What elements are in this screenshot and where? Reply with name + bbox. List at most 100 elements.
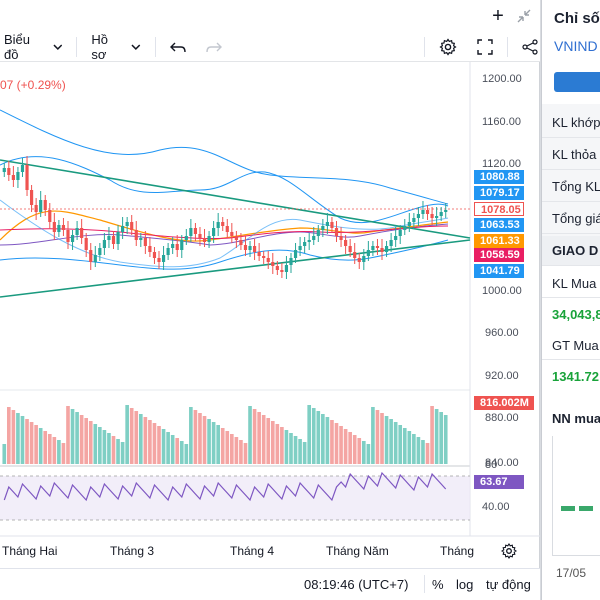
percent-toggle[interactable]: % (432, 577, 444, 592)
volume-bar (307, 405, 312, 464)
time-axis-label: Tháng Năm (326, 544, 389, 558)
volume-bar (125, 405, 129, 464)
volume-bar (25, 419, 29, 464)
price-axis-label: 1160.00 (482, 116, 521, 128)
volume-bar (434, 409, 439, 464)
volume-bar (266, 418, 271, 464)
price-axis-label: 920.00 (485, 370, 519, 382)
candle-body (207, 236, 211, 242)
candle-body (221, 222, 225, 226)
toolbar-divider (507, 36, 508, 57)
price-chart[interactable] (0, 62, 540, 570)
candle-body (102, 240, 106, 248)
fullscreen-button[interactable] (475, 32, 495, 62)
volume-bar (316, 411, 321, 464)
price-axis-label: 1000.00 (482, 285, 522, 297)
candle-body (216, 222, 220, 228)
timescale-settings-button[interactable] (500, 542, 518, 560)
undo-button[interactable] (168, 32, 188, 62)
collapse-icon[interactable] (514, 6, 534, 26)
candle-body (184, 236, 188, 240)
candle-body (16, 172, 20, 180)
nn-bar (579, 506, 593, 511)
log-toggle[interactable]: log (456, 577, 474, 592)
candle-body (403, 226, 407, 230)
candle-body (148, 246, 152, 252)
volume-bar (412, 434, 416, 464)
time-axis-label: Tháng 6 (440, 544, 474, 558)
price-axis-label: 840.00 (485, 457, 519, 469)
candle-body (80, 228, 84, 238)
price-axis-label: 1120.00 (482, 158, 521, 170)
price-tag: 1063.53 (474, 218, 524, 232)
volume-bar (298, 439, 302, 464)
profile-dropdown[interactable]: Hồ sơ (89, 32, 143, 62)
redo-button[interactable] (204, 32, 224, 62)
share-button[interactable] (520, 32, 540, 62)
chart-type-dropdown[interactable]: Biểu đồ (2, 32, 64, 62)
volume-bar (398, 425, 403, 464)
volume-bar (220, 428, 225, 464)
volume-bar (275, 424, 280, 464)
chevron-down-icon (53, 44, 62, 50)
auto-toggle[interactable]: tự động (486, 577, 531, 592)
share-icon (522, 38, 538, 55)
candle-body (262, 256, 266, 258)
volume-bar (230, 434, 234, 464)
volume-bar (198, 413, 202, 464)
volume-bar (134, 411, 139, 464)
volume-bar (129, 408, 134, 464)
candle-body (366, 250, 370, 256)
chart-plot-area[interactable]: 07 (+0.29%) 1200.00 1160.00 1120.00 1000… (0, 62, 540, 570)
price-axis-label: 960.00 (485, 327, 519, 339)
candle-body (439, 212, 443, 216)
volume-bar (239, 440, 243, 464)
volume-bar (284, 430, 289, 464)
volume-bar (166, 432, 170, 464)
volume-bar (175, 438, 180, 464)
candle-body (380, 248, 384, 252)
candle-body (166, 248, 170, 255)
volume-bar (366, 444, 371, 464)
candle-body (289, 258, 293, 265)
rsi-level-label: 40.00 (482, 501, 510, 513)
price-tag-last: 1078.05 (474, 202, 524, 216)
volume-bar (243, 443, 248, 464)
candle-body (430, 214, 434, 218)
candle-body (89, 250, 93, 262)
volume-bar (371, 407, 375, 464)
candle-body (171, 244, 175, 248)
candle-body (412, 218, 416, 222)
side-row-kl-thoa: KL thỏa t (542, 140, 600, 170)
candle-body (161, 255, 166, 262)
candle-body (70, 235, 75, 242)
volume-bar (52, 437, 57, 464)
volume-bar (75, 412, 79, 464)
price-axis-label: 1200.00 (482, 73, 522, 85)
volume-bar (325, 417, 330, 464)
add-icon[interactable]: + (492, 4, 504, 27)
candle-body (61, 225, 66, 230)
candle-body (325, 222, 329, 226)
volume-bar (88, 421, 93, 464)
volume-bar (152, 423, 157, 464)
settings-button[interactable] (437, 32, 459, 62)
volume-bar (116, 439, 120, 464)
volume-bar (380, 413, 384, 464)
chevron-down-icon (131, 44, 141, 50)
rsi-level-label: 80 (485, 459, 498, 471)
volume-bar (439, 412, 443, 464)
candle-body (157, 258, 161, 262)
volume-bar (402, 428, 407, 464)
volume-bar (261, 415, 266, 464)
candle-body (321, 226, 325, 230)
time-axis-label: Tháng 4 (230, 544, 275, 558)
side-panel-button[interactable] (554, 72, 600, 92)
volume-bar (93, 424, 98, 464)
index-name[interactable]: VNIND (554, 38, 598, 54)
upper-trendline (0, 159, 471, 239)
price-axis-label: 880.00 (485, 412, 519, 424)
candle-body (375, 246, 380, 248)
volume-bar (11, 410, 16, 464)
candle-body (29, 190, 34, 205)
